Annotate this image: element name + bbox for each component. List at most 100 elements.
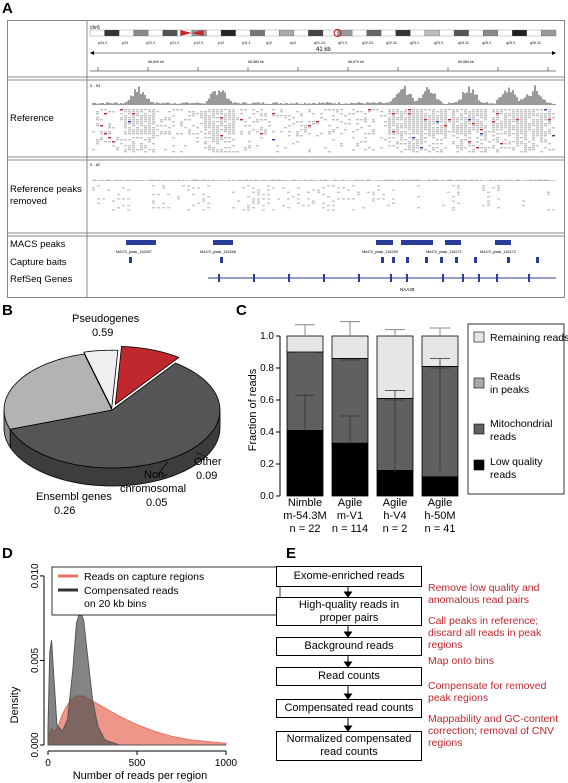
read bbox=[180, 125, 183, 127]
read bbox=[468, 141, 471, 143]
coverage-bar-removed bbox=[186, 179, 188, 181]
coverage-bar bbox=[328, 102, 330, 105]
read bbox=[400, 125, 403, 127]
coverage-bar-removed bbox=[410, 179, 412, 181]
coverage-bar bbox=[344, 103, 346, 105]
read-removed bbox=[112, 209, 115, 211]
ideogram-band bbox=[235, 29, 251, 37]
coverage-bar-removed bbox=[262, 179, 264, 181]
read bbox=[108, 111, 111, 113]
read bbox=[496, 133, 499, 135]
coverage-bar bbox=[106, 102, 108, 105]
read bbox=[516, 145, 519, 147]
read bbox=[400, 117, 403, 119]
macs-peak-label: MACS_peak_116268 bbox=[200, 250, 236, 254]
read bbox=[468, 113, 471, 115]
read bbox=[420, 149, 423, 151]
read bbox=[412, 129, 415, 131]
read-removed bbox=[112, 200, 115, 202]
read bbox=[424, 133, 427, 135]
read bbox=[404, 117, 407, 119]
read bbox=[460, 117, 463, 119]
reference-reads bbox=[92, 109, 555, 153]
pie-slice-non-chromosomal bbox=[83, 349, 119, 410]
coverage-bar-removed bbox=[390, 179, 392, 181]
read-removed bbox=[247, 209, 250, 211]
coverage-bar bbox=[128, 99, 130, 105]
read bbox=[204, 113, 207, 115]
coverage-bar bbox=[190, 103, 192, 105]
read-removed bbox=[257, 202, 260, 204]
read bbox=[456, 129, 459, 131]
coverage-bar-removed bbox=[220, 180, 222, 181]
read bbox=[504, 113, 507, 115]
read bbox=[232, 109, 235, 111]
coverage-bar bbox=[400, 89, 402, 105]
coverage-bar bbox=[410, 93, 412, 105]
read bbox=[416, 139, 419, 141]
step-compensated: Compensated read counts bbox=[276, 699, 422, 718]
c-cat3-line2: h-V4 bbox=[383, 510, 406, 522]
read bbox=[452, 127, 455, 129]
read bbox=[520, 137, 523, 139]
read bbox=[448, 109, 451, 111]
coverage-bar bbox=[138, 86, 140, 105]
coverage-bar bbox=[290, 103, 292, 105]
coverage-bar-removed bbox=[302, 180, 304, 181]
coverage-bar bbox=[374, 102, 376, 105]
coverage-bar bbox=[350, 102, 352, 105]
read bbox=[208, 115, 211, 117]
read-removed bbox=[272, 187, 275, 189]
read bbox=[416, 111, 419, 113]
read-removed bbox=[272, 209, 275, 211]
read bbox=[256, 119, 259, 121]
coverage-bar bbox=[206, 101, 208, 105]
read bbox=[344, 129, 347, 131]
ideogram-band bbox=[526, 29, 542, 37]
coverage-bar bbox=[288, 103, 290, 105]
pie-slice-other bbox=[114, 346, 180, 406]
read bbox=[216, 121, 219, 123]
read bbox=[152, 123, 155, 125]
read bbox=[144, 127, 147, 129]
read bbox=[124, 151, 127, 153]
coverage-bar-removed bbox=[162, 179, 164, 181]
ideogram-band bbox=[351, 29, 367, 37]
coverage-bar-removed bbox=[528, 179, 530, 181]
coverage-bar bbox=[456, 101, 458, 105]
chromosome-ideogram bbox=[89, 28, 557, 38]
read bbox=[508, 141, 511, 143]
read bbox=[208, 121, 211, 123]
coverage-bar-removed bbox=[148, 179, 150, 181]
coverage-bar bbox=[228, 98, 230, 105]
read bbox=[96, 125, 99, 127]
read bbox=[132, 149, 135, 151]
read bbox=[480, 115, 483, 117]
read bbox=[260, 133, 263, 135]
read-removed bbox=[202, 193, 205, 196]
read bbox=[132, 121, 135, 123]
coverage-bar-removed bbox=[274, 179, 276, 181]
read bbox=[456, 133, 459, 135]
read bbox=[404, 109, 407, 111]
read bbox=[336, 109, 339, 111]
coverage-bar bbox=[538, 94, 540, 105]
read bbox=[232, 117, 235, 119]
coverage-bar bbox=[470, 93, 472, 105]
read bbox=[552, 127, 555, 129]
read bbox=[512, 125, 515, 127]
coverage-bar bbox=[454, 102, 456, 105]
coverage-bar bbox=[126, 101, 128, 105]
read bbox=[308, 151, 311, 153]
read bbox=[428, 119, 431, 121]
coverage-bar bbox=[442, 103, 444, 105]
coverage-bar bbox=[326, 102, 328, 105]
read bbox=[496, 113, 499, 115]
coverage-bar bbox=[278, 103, 280, 105]
coverage-bar-removed bbox=[478, 180, 480, 181]
d-legend: Reads on capture regions Compensated rea… bbox=[51, 566, 281, 616]
read bbox=[440, 125, 443, 127]
read-removed bbox=[482, 187, 485, 189]
read bbox=[308, 149, 311, 151]
read bbox=[124, 133, 127, 135]
